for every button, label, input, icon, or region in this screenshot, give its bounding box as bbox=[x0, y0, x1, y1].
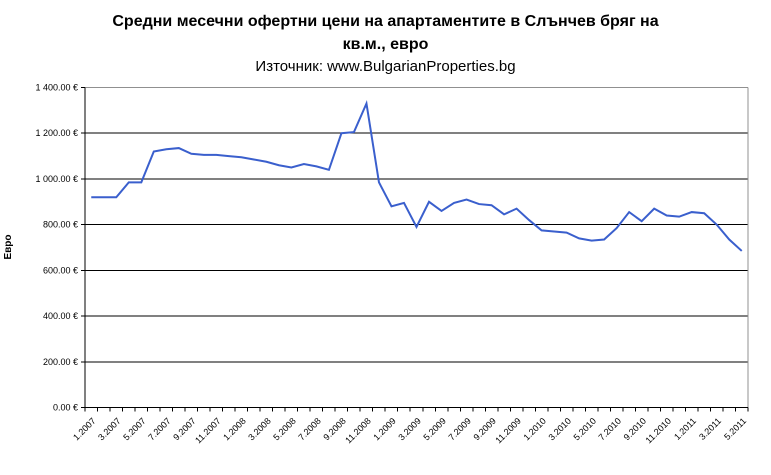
x-axis-label: 1.2009 bbox=[371, 416, 398, 443]
x-axis-label: 1.2011 bbox=[672, 416, 698, 442]
x-axis-label: 11.2007 bbox=[193, 416, 223, 446]
y-axis-title: Евро bbox=[3, 234, 14, 259]
y-axis-label: 1 400.00 € bbox=[35, 83, 78, 93]
x-axis-label: 5.2010 bbox=[572, 416, 599, 443]
y-axis-label: 0.00 € bbox=[53, 403, 78, 413]
x-axis-label: 7.2010 bbox=[597, 416, 624, 443]
x-axis-label: 1.2008 bbox=[221, 416, 248, 443]
x-axis-label: 7.2008 bbox=[296, 416, 323, 443]
x-axis-label: 7.2007 bbox=[146, 416, 173, 443]
y-axis-label: 200.00 € bbox=[43, 357, 78, 367]
x-axis-label: 11.2009 bbox=[493, 416, 523, 446]
x-axis-label: 3.2011 bbox=[697, 416, 723, 442]
price-line bbox=[91, 99, 743, 252]
x-axis-label: 11.2010 bbox=[643, 416, 673, 446]
x-axis-label: 7.2009 bbox=[446, 416, 473, 443]
chart-title: Средни месечни офертни цени на апартамен… bbox=[0, 10, 771, 56]
y-axis-label: 1 200.00 € bbox=[35, 128, 78, 138]
y-axis-label: 800.00 € bbox=[43, 220, 78, 230]
x-axis-label: 11.2008 bbox=[343, 416, 373, 446]
x-axis-label: 5.2009 bbox=[421, 416, 448, 443]
y-axis-label: 1 000.00 € bbox=[35, 174, 78, 184]
x-axis-label: 3.2010 bbox=[546, 416, 573, 443]
x-axis-label: 5.2008 bbox=[271, 416, 298, 443]
gridlines-layer bbox=[85, 87, 749, 408]
chart-source: Източник: www.BulgarianProperties.bg bbox=[255, 58, 516, 75]
x-axis-label: 3.2009 bbox=[396, 416, 423, 443]
y-axis-label: 600.00 € bbox=[43, 265, 78, 275]
axis-layer bbox=[81, 87, 749, 412]
y-axis-label: 400.00 € bbox=[43, 311, 78, 321]
y-axis-labels: 0.00 € 200.00 € 400.00 € 600.00 € 800.00 € 1 … bbox=[35, 83, 78, 413]
x-axis-label: 5.2011 bbox=[722, 416, 748, 442]
chart-title-line2: кв.м., евро bbox=[342, 36, 429, 53]
x-axis-label: 5.2007 bbox=[121, 416, 148, 443]
chart-title-line1: Средни месечни офертни цени на апартамен… bbox=[112, 13, 659, 30]
x-axis-label: 1.2010 bbox=[521, 416, 548, 443]
x-axis-labels: 1.20073.20075.20077.20079.200711.20071.2… bbox=[71, 416, 748, 446]
x-axis-label: 3.2008 bbox=[246, 416, 273, 443]
x-axis-label: 3.2007 bbox=[96, 416, 123, 443]
x-axis-label: 1.2007 bbox=[71, 416, 98, 443]
series-layer bbox=[91, 99, 743, 252]
